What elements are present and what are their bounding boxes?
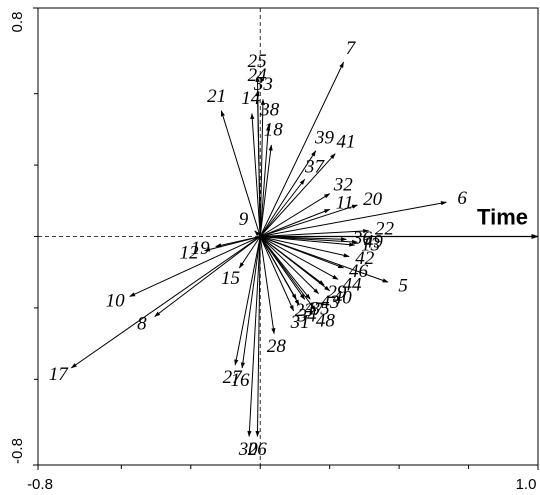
vector-arrow: [255, 236, 261, 438]
vector-label: 12: [180, 243, 200, 264]
x-tick-label: -0.8: [27, 476, 53, 493]
y-tick-label: 0.8: [9, 12, 26, 33]
vector-label: 25: [248, 51, 267, 72]
vector-arrow: [259, 178, 306, 237]
vector-label: 29: [327, 282, 347, 303]
vector-arrow: [259, 98, 265, 237]
vector-label: 46: [349, 261, 369, 282]
vector-arrow: [259, 236, 339, 280]
vector-arrow: [259, 236, 306, 300]
vector-arrow: [260, 208, 331, 237]
vector-label: 8: [137, 313, 147, 334]
vector-label: 38: [259, 100, 280, 121]
vector-arrow: [259, 124, 271, 237]
vector-arrow: [259, 236, 319, 295]
vector-label: 31: [290, 312, 310, 333]
vector-label: 5: [398, 275, 408, 296]
vector-label: 36: [352, 228, 373, 249]
vector-label: 11: [336, 193, 354, 214]
vector-arrow: [259, 236, 295, 312]
vector-arrow: [220, 110, 261, 237]
vector-label: 42: [355, 248, 375, 269]
vector-arrow: [259, 144, 273, 237]
vector-label: 21: [207, 86, 226, 107]
vector-arrow: [260, 204, 359, 237]
vector-label: 47: [304, 299, 325, 320]
vector-label: 14: [241, 88, 261, 109]
vector-label: 27: [223, 367, 244, 388]
vector-label: 17: [49, 364, 70, 385]
vector-label: 6: [457, 188, 467, 209]
time-label: Time: [477, 204, 528, 229]
vector-label: 30: [238, 439, 259, 460]
vector-label: 43: [320, 292, 339, 313]
vector-label: 34: [297, 306, 318, 327]
vector-label: 44: [343, 274, 363, 295]
vector-arrow: [254, 230, 261, 237]
vector-arrow: [260, 236, 345, 269]
y-tick-label: -0.8: [9, 438, 26, 464]
vector-arrow: [129, 236, 261, 297]
vector-label: 39: [314, 127, 335, 148]
vector-arrow: [255, 90, 261, 237]
vector-arrow: [260, 201, 447, 237]
vector-label: 28: [267, 336, 287, 357]
vector-label: 18: [264, 120, 284, 141]
vector-label: 26: [248, 439, 268, 460]
vector-label: 13: [361, 235, 380, 256]
vector-arrow: [259, 153, 336, 237]
vector-label: 10: [106, 291, 126, 312]
vector-arrow: [70, 236, 261, 369]
vector-label: 35: [310, 299, 330, 320]
vector-arrow: [154, 236, 261, 317]
vector-arrow: [234, 236, 261, 366]
vector-label: 20: [363, 189, 383, 210]
vector-label: 40: [333, 288, 353, 309]
vector-label: 32: [333, 175, 354, 196]
x-tick-label: 1.0: [516, 476, 537, 493]
vector-arrow: [259, 236, 331, 292]
vector-arrow: [260, 236, 350, 258]
vector-arrow: [259, 61, 345, 237]
vector-arrow: [260, 228, 370, 237]
vector-label: 23: [295, 300, 314, 321]
vector-arrow: [250, 113, 261, 237]
vector-label: 33: [253, 74, 273, 95]
vector-arrow: [259, 150, 317, 237]
vector-arrow: [259, 236, 276, 335]
vector-label: 9: [239, 209, 249, 230]
vector-label: 37: [304, 157, 326, 178]
vector-arrow: [260, 236, 356, 247]
vector-label: 16: [230, 370, 250, 391]
vector-arrow: [247, 236, 261, 438]
vector-label: 15: [221, 268, 240, 289]
vector-label: 24: [248, 65, 268, 86]
vector-arrow: [204, 236, 261, 252]
vector-label: 41: [336, 132, 355, 153]
vector-arrow: [259, 193, 331, 237]
vector-arrow: [240, 236, 261, 369]
vector-label: 22: [375, 218, 395, 239]
vector-arrow: [238, 236, 261, 269]
vector-label: 7: [346, 38, 357, 59]
vector-arrow: [259, 236, 300, 306]
vector-label: 48: [316, 310, 336, 331]
vector-label: 19: [191, 238, 211, 259]
vector-arrow: [259, 236, 311, 300]
